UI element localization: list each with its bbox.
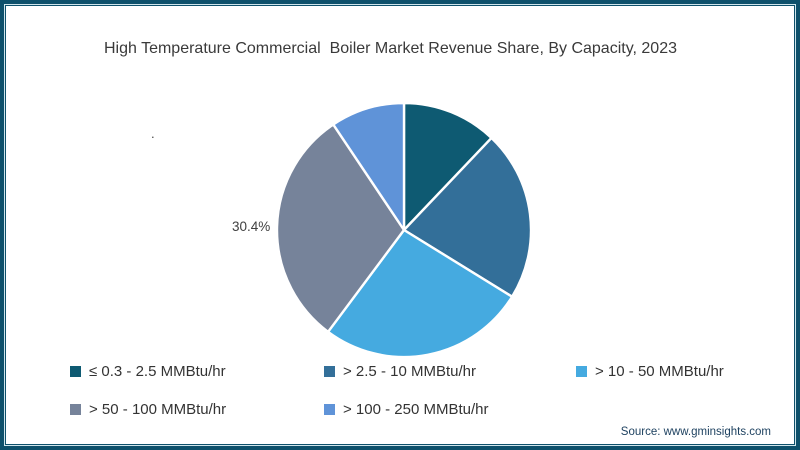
legend-item-3: > 50 - 100 MMBtu/hr bbox=[70, 400, 227, 418]
legend-label-3: > 50 - 100 MMBtu/hr bbox=[89, 400, 227, 418]
stray-dot-mark: . bbox=[151, 126, 155, 141]
pie-slice-4 bbox=[332, 101, 406, 232]
legend-item-2: > 10 - 50 MMBtu/hr bbox=[576, 362, 724, 380]
legend-label-4: > 100 - 250 MMBtu/hr bbox=[343, 400, 489, 418]
pie-slice-1 bbox=[402, 136, 533, 298]
slice-value-label: 30.4% bbox=[232, 219, 271, 234]
legend-item-1: > 2.5 - 10 MMBtu/hr bbox=[324, 362, 476, 380]
legend-item-4: > 100 - 250 MMBtu/hr bbox=[324, 400, 489, 418]
legend-swatch-0 bbox=[70, 365, 81, 377]
legend-swatch-3 bbox=[70, 403, 81, 415]
legend-swatch-2 bbox=[576, 365, 587, 377]
chart-title: High Temperature Commercial Boiler Marke… bbox=[104, 40, 677, 57]
legend-label-2: > 10 - 50 MMBtu/hr bbox=[595, 362, 724, 380]
source-credit: Source: www.gminsights.com bbox=[617, 425, 774, 439]
legend-item-0: ≤ 0.3 - 2.5 MMBtu/hr bbox=[70, 362, 226, 380]
legend-label-0: ≤ 0.3 - 2.5 MMBtu/hr bbox=[89, 362, 226, 380]
pie-chart bbox=[275, 101, 533, 359]
legend-swatch-4 bbox=[324, 403, 335, 415]
legend-label-1: > 2.5 - 10 MMBtu/hr bbox=[343, 362, 476, 380]
pie-slice-2 bbox=[326, 228, 514, 359]
pie-slice-0 bbox=[402, 101, 493, 232]
legend-swatch-1 bbox=[324, 365, 335, 377]
pie-slice-3 bbox=[275, 123, 406, 333]
